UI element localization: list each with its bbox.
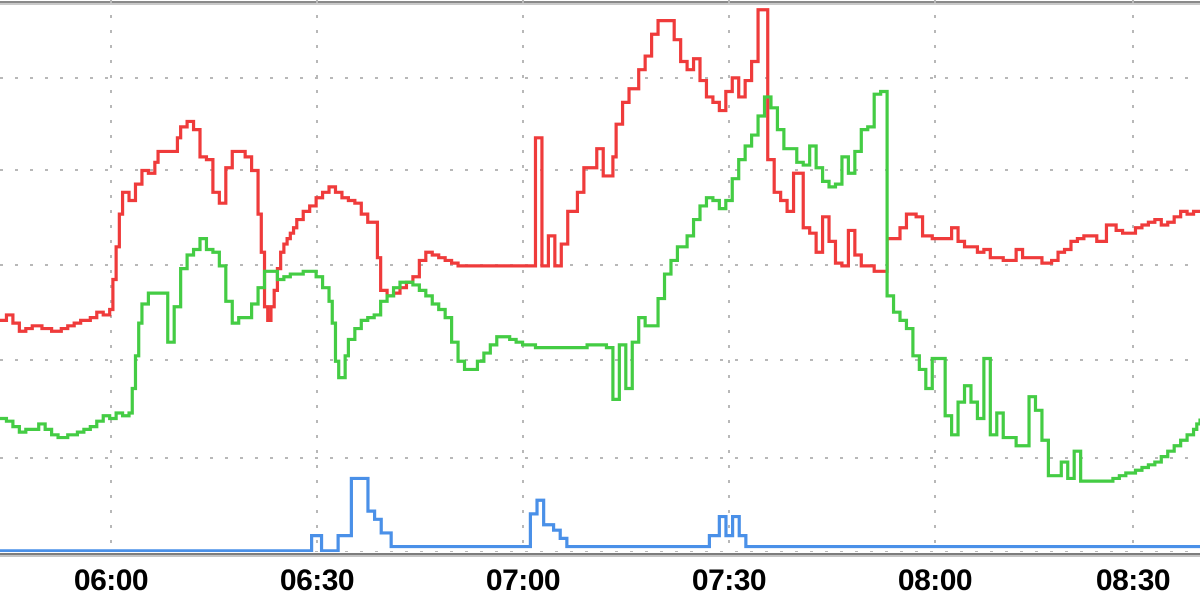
- x-tick-label: 07:00: [485, 564, 561, 597]
- x-tick-label: 06:30: [279, 564, 355, 597]
- x-tick-label: 07:30: [691, 564, 767, 597]
- x-tick-label: 08:30: [1095, 564, 1171, 597]
- plot-area: [0, 0, 1200, 558]
- x-tick-label: 08:00: [897, 564, 973, 597]
- x-axis-tick-labels: 06:00 06:30 07:00 07:30 08:00 08:30: [0, 558, 1200, 612]
- x-tick-label: 06:00: [73, 564, 149, 597]
- plot-top-border: [0, 0, 1200, 7]
- x-axis-line: [0, 552, 1200, 560]
- series-lines: [0, 8, 1200, 553]
